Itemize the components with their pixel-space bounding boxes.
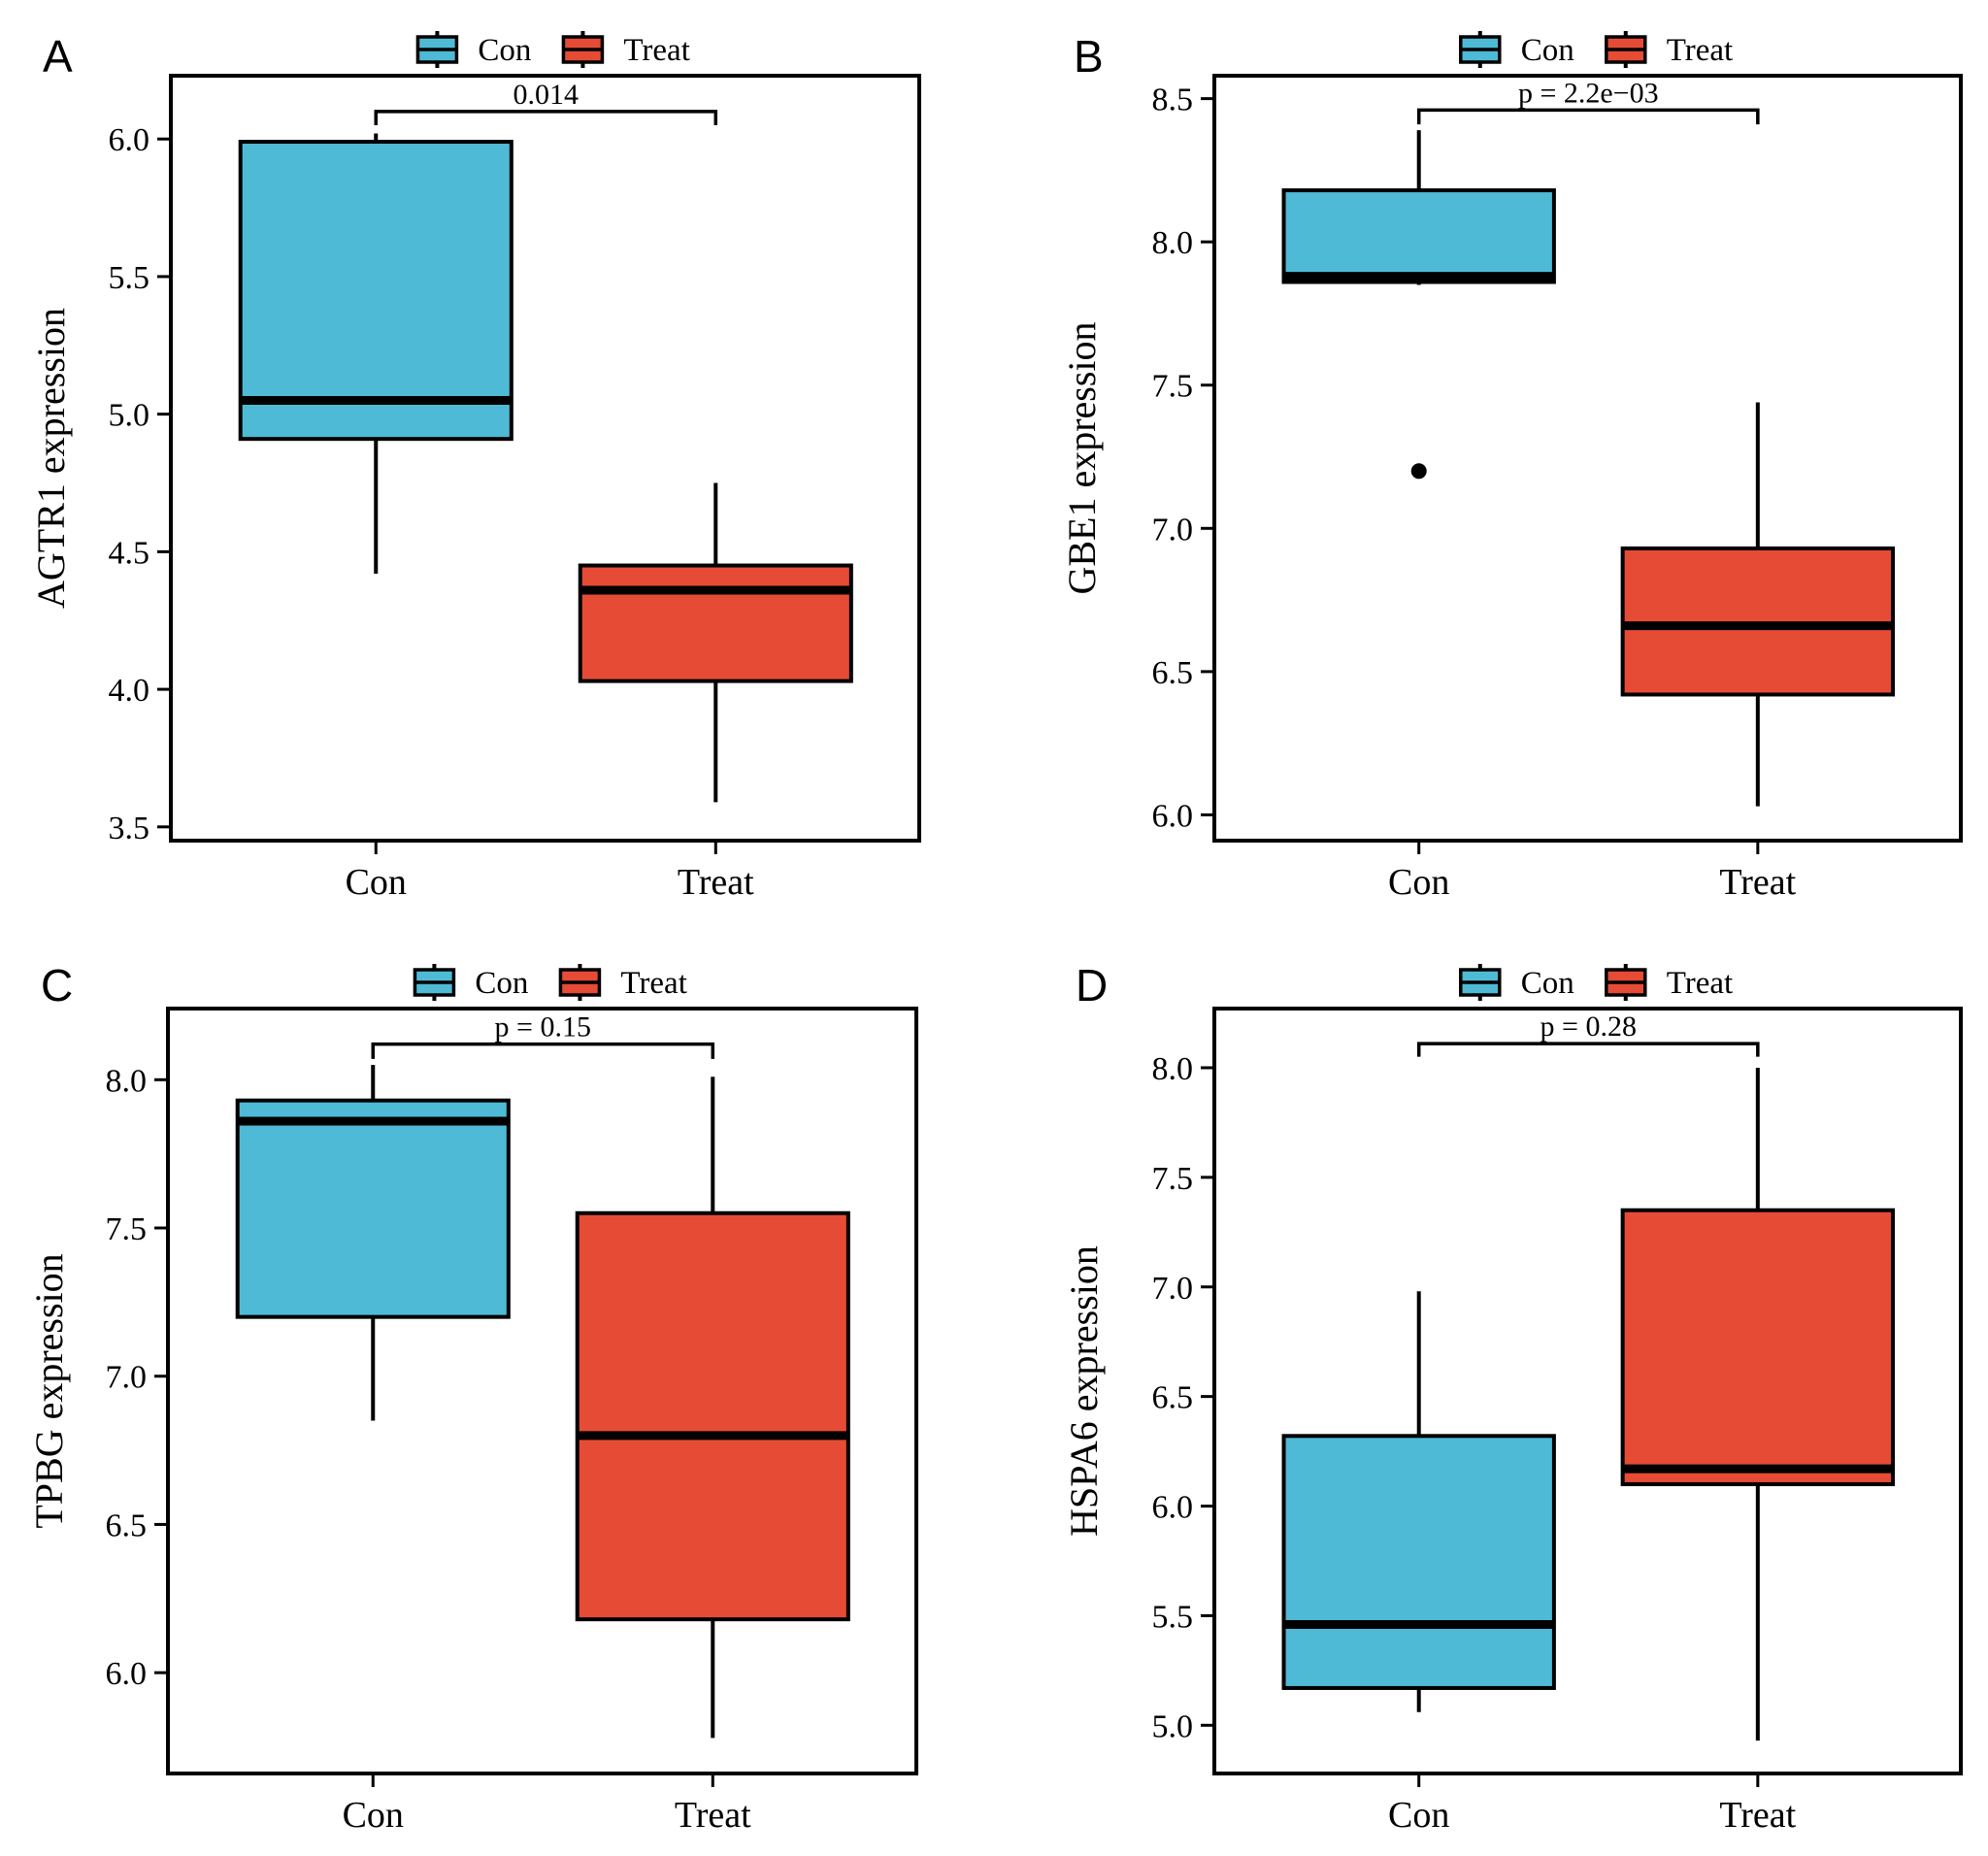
y-tick-label: 7.5 [1152, 1161, 1194, 1197]
legend-label: Con [478, 33, 531, 68]
x-tick-label: Con [1388, 1795, 1449, 1836]
p-value-label: p = 2.2e−03 [1518, 77, 1659, 109]
box-treat [1620, 1067, 1896, 1741]
y-tick-label: 8.5 [1152, 83, 1194, 118]
legend-item-treat: Treat [1605, 964, 1733, 1001]
p-value-label: p = 0.15 [495, 1011, 591, 1044]
legend-label: Treat [623, 33, 689, 68]
box-body [238, 140, 514, 442]
x-tick-label: Treat [1719, 862, 1796, 903]
plot-frame [1212, 1007, 1963, 1775]
y-axis-label: AGTR1 expression [29, 308, 73, 609]
y-tick-label: 7.5 [1152, 369, 1194, 405]
legend-item-con: Con [1459, 964, 1574, 1001]
significance-bracket: p = 0.15 [371, 1011, 715, 1059]
legend-label: Treat [1667, 33, 1733, 68]
box-body [1281, 1434, 1556, 1690]
significance-bracket: p = 2.2e−03 [1416, 77, 1760, 125]
panel-b: B Con Treat 6.0 6.5 7.0 7.5 8.0 8.5 GBE1 expressi… [1060, 31, 1963, 903]
box-body [1281, 188, 1556, 284]
x-tick-label: Con [1388, 862, 1449, 903]
y-axis-label: HSPA6 expression [1062, 1245, 1106, 1537]
box-con [1281, 130, 1556, 480]
box-body [575, 1210, 850, 1622]
legend-label: Con [1521, 33, 1574, 68]
y-axis-label: TPBG expression [27, 1253, 71, 1528]
box-treat [1620, 402, 1896, 807]
outlier-point [1410, 463, 1427, 480]
legend-label: Con [1521, 966, 1574, 1001]
panel-letter: D [1076, 960, 1108, 1011]
y-tick-label: 7.0 [1152, 1271, 1194, 1307]
panel-d: D Con Treat 5.0 5.5 6.0 6.5 7.0 7.5 8.0 HSPA6 expr… [1062, 960, 1963, 1836]
y-tick-label: 5.5 [109, 260, 150, 296]
y-tick-label: 7.0 [1152, 512, 1194, 547]
panel-a: A Con Treat 3.5 4.0 4.5 5.0 5.5 6.0 AGTR1 express… [29, 31, 921, 903]
legend-item-treat: Treat [561, 31, 690, 68]
p-value-label: p = 0.28 [1541, 1011, 1637, 1043]
plot-frame [166, 1007, 918, 1775]
y-tick-label: 7.5 [106, 1211, 148, 1247]
y-tick-label: 4.0 [109, 673, 150, 709]
x-tick-label: Treat [678, 862, 754, 903]
legend-label: Treat [620, 966, 686, 1001]
x-tick-label: Con [343, 1795, 404, 1836]
plot-frame [1212, 74, 1963, 843]
box-treat [575, 1077, 850, 1739]
bracket-line [374, 110, 718, 126]
bracket-line [371, 1042, 715, 1059]
box-con [238, 133, 514, 575]
box-treat [578, 482, 853, 803]
y-tick-label: 8.0 [106, 1063, 148, 1099]
y-tick-label: 6.5 [1152, 655, 1194, 691]
legend-item-con: Con [413, 964, 528, 1001]
box-con [235, 1065, 511, 1421]
y-tick-label: 3.5 [109, 811, 150, 846]
plot-frame [169, 74, 921, 843]
p-value-label: 0.014 [514, 79, 580, 111]
significance-bracket: p = 0.28 [1416, 1011, 1760, 1057]
panel-letter: A [43, 31, 73, 82]
y-tick-label: 6.0 [1152, 1490, 1194, 1526]
bracket-line [1416, 1042, 1760, 1057]
y-tick-label: 8.0 [1152, 1051, 1194, 1087]
y-tick-label: 5.5 [1152, 1599, 1194, 1635]
y-tick-label: 6.0 [1152, 798, 1194, 834]
y-axis-label: GBE1 expression [1060, 321, 1104, 594]
bracket-line [1416, 108, 1760, 125]
x-tick-label: Treat [1719, 1795, 1796, 1836]
box-body [1620, 1208, 1896, 1486]
box-body [235, 1098, 511, 1319]
y-tick-label: 8.0 [1152, 225, 1194, 261]
y-tick-label: 6.5 [1152, 1380, 1194, 1416]
panel-c: C Con Treat 6.0 6.5 7.0 7.5 8.0 TPBG expression C… [27, 960, 918, 1836]
x-tick-label: Treat [675, 1795, 751, 1836]
y-tick-label: 5.0 [109, 398, 150, 434]
y-tick-label: 4.5 [109, 535, 150, 571]
panel-letter: B [1074, 31, 1104, 82]
legend-item-con: Con [415, 31, 531, 68]
y-tick-label: 6.0 [109, 122, 150, 158]
box-con [1281, 1291, 1556, 1712]
legend-item-con: Con [1459, 31, 1574, 68]
legend-label: Con [475, 966, 528, 1001]
y-tick-label: 5.0 [1152, 1708, 1194, 1744]
y-tick-label: 6.0 [106, 1656, 148, 1692]
legend-item-treat: Treat [558, 964, 687, 1001]
box-body [578, 563, 853, 683]
legend-item-treat: Treat [1605, 31, 1733, 68]
panel-letter: C [41, 960, 73, 1011]
y-tick-label: 7.0 [106, 1360, 148, 1396]
x-tick-label: Con [346, 862, 407, 903]
y-tick-label: 6.5 [106, 1508, 148, 1543]
significance-bracket: 0.014 [374, 79, 718, 126]
legend-label: Treat [1667, 966, 1733, 1001]
